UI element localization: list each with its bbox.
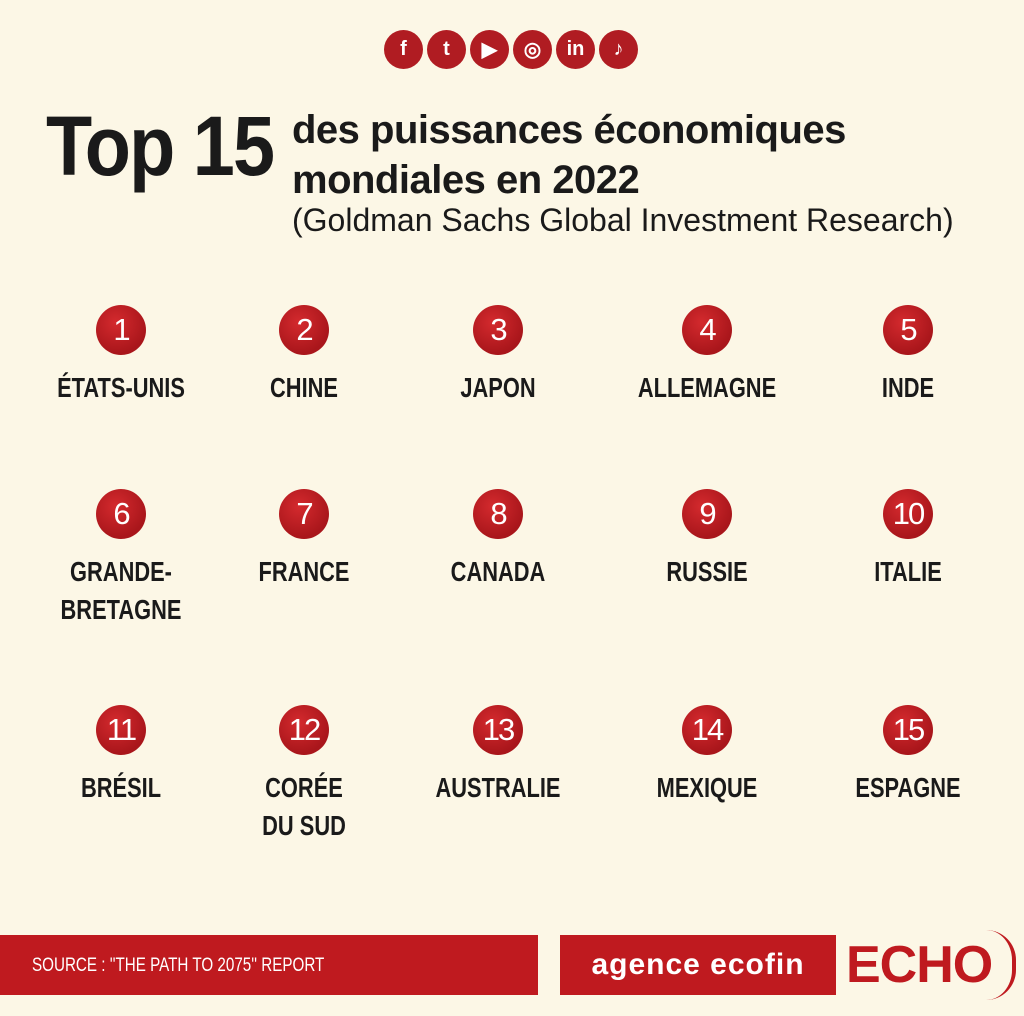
country-name-line: JAPON (460, 372, 536, 403)
ranking-item: 9 RUSSIE (607, 489, 807, 591)
country-name: MEXIQUE (629, 769, 785, 807)
subtitle-source: (Goldman Sachs Global Investment Researc… (292, 202, 954, 238)
country-name: BRÉSIL (43, 769, 199, 807)
country-name-line: AUSTRALIE (435, 772, 561, 803)
page-title: Top 15 (46, 99, 275, 193)
ranking-item: 2 CHINE (204, 305, 404, 407)
rank-badge: 8 (473, 489, 523, 539)
rank-badge: 6 (96, 489, 146, 539)
source-text: SOURCE : ''THE PATH TO 2075'' REPORT (32, 955, 325, 976)
subtitle-line-2: mondiales en 2022 (292, 158, 640, 202)
country-name: INDE (830, 369, 986, 407)
ranking-item: 11 BRÉSIL (21, 705, 221, 807)
twitter-icon[interactable]: t (427, 30, 466, 69)
ranking-item: 3 JAPON (398, 305, 598, 407)
country-name: FRANCE (226, 553, 382, 591)
social-icons: f t ▶ ◎ in ♪ (384, 30, 638, 69)
country-name-line: FRANCE (258, 556, 350, 587)
country-name: AUSTRALIE (420, 769, 576, 807)
ranking-item: 14 MEXIQUE (607, 705, 807, 807)
country-name-line: ÉTATS-UNIS (57, 372, 185, 403)
country-name: GRANDE- BRETAGNE (43, 553, 199, 629)
rank-badge: 10 (883, 489, 933, 539)
facebook-icon[interactable]: f (384, 30, 423, 69)
echo-waves-icon (986, 930, 1016, 1000)
agence-ecofin-logo: agence ecofin (560, 935, 836, 995)
rank-badge: 11 (96, 705, 146, 755)
rank-badge: 2 (279, 305, 329, 355)
echo-logo: ECHO (846, 936, 993, 994)
country-name-line: GRANDE- (70, 556, 172, 587)
country-name: ESPAGNE (830, 769, 986, 807)
ranking-item: 13 AUSTRALIE (398, 705, 598, 807)
ranking-item: 8 CANADA (398, 489, 598, 591)
country-name: ITALIE (830, 553, 986, 591)
rank-badge: 15 (883, 705, 933, 755)
country-name: CANADA (420, 553, 576, 591)
country-name: ÉTATS-UNIS (43, 369, 199, 407)
source-bar: SOURCE : ''THE PATH TO 2075'' REPORT (0, 935, 538, 995)
country-name-line: CORÉE (265, 772, 343, 803)
country-name: JAPON (420, 369, 576, 407)
ranking-item: 5 INDE (808, 305, 1008, 407)
youtube-icon[interactable]: ▶ (470, 30, 509, 69)
country-name-line: MEXIQUE (656, 772, 758, 803)
rank-badge: 9 (682, 489, 732, 539)
subtitle-line-1: des puissances économiques (292, 108, 846, 152)
rank-badge: 5 (883, 305, 933, 355)
rank-badge: 1 (96, 305, 146, 355)
ranking-item: 12 CORÉE DU SUD (204, 705, 404, 845)
ranking-item: 4 ALLEMAGNE (607, 305, 807, 407)
tiktok-icon[interactable]: ♪ (599, 30, 638, 69)
linkedin-icon[interactable]: in (556, 30, 595, 69)
ranking-item: 10 ITALIE (808, 489, 1008, 591)
country-name-line: BRÉSIL (80, 772, 162, 803)
country-name-line: CANADA (450, 556, 546, 587)
country-name: RUSSIE (629, 553, 785, 591)
country-name-line: DU SUD (262, 810, 346, 841)
rank-badge: 14 (682, 705, 732, 755)
country-name-line: ALLEMAGNE (637, 372, 777, 403)
country-name-line: RUSSIE (666, 556, 748, 587)
ranking-item: 1 ÉTATS-UNIS (21, 305, 221, 407)
rank-badge: 4 (682, 305, 732, 355)
rank-badge: 12 (279, 705, 329, 755)
country-name-line: CHINE (270, 372, 338, 403)
country-name-line: BRETAGNE (60, 594, 182, 625)
ranking-item: 15 ESPAGNE (808, 705, 1008, 807)
country-name: ALLEMAGNE (629, 369, 785, 407)
country-name-line: ITALIE (874, 556, 942, 587)
rank-badge: 7 (279, 489, 329, 539)
instagram-icon[interactable]: ◎ (513, 30, 552, 69)
country-name-line: INDE (881, 372, 935, 403)
ranking-item: 7 FRANCE (204, 489, 404, 591)
country-name-line: ESPAGNE (855, 772, 961, 803)
rank-badge: 3 (473, 305, 523, 355)
country-name: CORÉE DU SUD (226, 769, 382, 845)
country-name: CHINE (226, 369, 382, 407)
rank-badge: 13 (473, 705, 523, 755)
ranking-item: 6 GRANDE- BRETAGNE (21, 489, 221, 629)
